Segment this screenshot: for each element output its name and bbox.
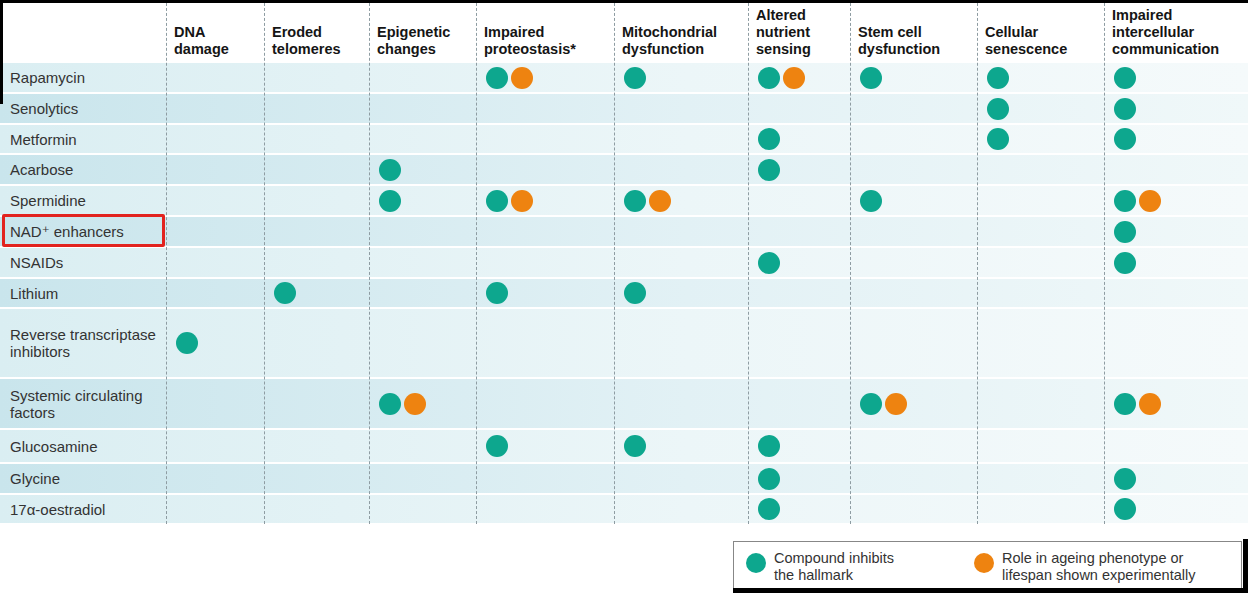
- hallmark-inhibition-dot: [1114, 221, 1136, 243]
- experimental-evidence-dot: [511, 67, 533, 89]
- hallmark-inhibition-dot: [1114, 498, 1136, 520]
- column-header-impaired-intercellular-communication: Impaired intercellular communication: [1112, 7, 1219, 58]
- hallmark-inhibition-dot: [624, 67, 646, 89]
- table-row-acarbose: Acarbose: [0, 155, 1248, 184]
- table-row-senolytics: Senolytics: [0, 94, 1248, 123]
- column-header-mitochondrial-dysfunction: Mitochondrial dysfunction: [622, 24, 717, 58]
- experimental-evidence-dot: [649, 190, 671, 212]
- hallmark-inhibition-dot: [1114, 128, 1136, 150]
- nad-enhancers-highlight-box: [2, 214, 165, 247]
- hallmark-inhibition-dot: [624, 282, 646, 304]
- row-label-metformin: Metformin: [0, 131, 160, 148]
- hallmark-inhibition-dot: [758, 468, 780, 490]
- experimental-evidence-dot: [404, 393, 426, 415]
- hallmark-inhibition-dot: [860, 393, 882, 415]
- row-label-rapamycin: Rapamycin: [0, 69, 160, 86]
- column-separator-stem-cell-dysfunction: [850, 3, 851, 524]
- experimental-evidence-dot: [783, 67, 805, 89]
- row-label-reverse-transcriptase-inhibitors: Reverse transcriptase inhibitors: [0, 326, 160, 360]
- column-separator-epigenetic-changes: [369, 3, 370, 524]
- hallmark-inhibition-dot: [379, 393, 401, 415]
- row-label-lithium: Lithium: [0, 285, 160, 302]
- hallmark-inhibition-dot: [624, 435, 646, 457]
- experimental-evidence-dot: [885, 393, 907, 415]
- hallmark-inhibition-dot: [758, 67, 780, 89]
- figure-border-right: [1243, 539, 1248, 593]
- table-row-reverse-transcriptase-inhibitors: Reverse transcriptase inhibitors: [0, 309, 1248, 377]
- legend: Compound inhibits the hallmark Role in a…: [733, 541, 1242, 592]
- table-row-lithium: Lithium: [0, 279, 1248, 307]
- experimental-evidence-dot: [511, 190, 533, 212]
- legend-label-inhibits: Compound inhibits the hallmark: [774, 550, 894, 584]
- column-header-eroded-telomeres: Eroded telomeres: [272, 24, 341, 58]
- teal-dot-icon: [746, 553, 766, 573]
- hallmark-inhibition-dot: [758, 498, 780, 520]
- hallmark-inhibition-dot: [987, 67, 1009, 89]
- table-row-rapamycin: Rapamycin: [0, 63, 1248, 92]
- hallmark-inhibition-dot: [624, 190, 646, 212]
- column-separator-altered-nutrient-sensing: [748, 3, 749, 524]
- column-separator-dna-damage: [166, 3, 167, 524]
- row-label-17-oestradiol: 17α-oestradiol: [0, 501, 160, 518]
- hallmarks-compounds-matrix-figure: DNA damage Eroded telomeres Epigenetic cha…: [0, 0, 1248, 593]
- column-header-altered-nutrient-sensing: Altered nutrient sensing: [756, 7, 811, 58]
- column-separator-mitochondrial-dysfunction: [614, 3, 615, 524]
- row-label-glycine: Glycine: [0, 470, 160, 487]
- table-row-nad-enhancers: NAD⁺ enhancers: [0, 217, 1248, 246]
- experimental-evidence-dot: [1139, 393, 1161, 415]
- hallmark-inhibition-dot: [758, 252, 780, 274]
- hallmark-inhibition-dot: [486, 282, 508, 304]
- hallmark-inhibition-dot: [860, 190, 882, 212]
- row-label-nsaids: NSAIDs: [0, 254, 160, 271]
- hallmark-inhibition-dot: [1114, 252, 1136, 274]
- column-header-dna-damage: DNA damage: [174, 24, 229, 58]
- hallmark-inhibition-dot: [1114, 190, 1136, 212]
- hallmark-inhibition-dot: [486, 67, 508, 89]
- column-header-impaired-proteostasis: Impaired proteostasis*: [484, 24, 576, 58]
- figure-border-left: [0, 0, 3, 104]
- hallmark-inhibition-dot: [1114, 393, 1136, 415]
- orange-dot-icon: [974, 553, 994, 573]
- hallmark-inhibition-dot: [987, 98, 1009, 120]
- hallmark-inhibition-dot: [486, 435, 508, 457]
- table-row-nsaids: NSAIDs: [0, 248, 1248, 277]
- row-label-glucosamine: Glucosamine: [0, 438, 160, 455]
- hallmark-inhibition-dot: [1114, 468, 1136, 490]
- hallmark-inhibition-dot: [379, 159, 401, 181]
- hallmark-inhibition-dot: [860, 67, 882, 89]
- table-row-metformin: Metformin: [0, 125, 1248, 153]
- hallmark-inhibition-dot: [486, 190, 508, 212]
- table-row-glucosamine: Glucosamine: [0, 430, 1248, 462]
- column-header-cellular-senescence: Cellular senescence: [985, 24, 1067, 58]
- hallmark-inhibition-dot: [379, 190, 401, 212]
- hallmark-inhibition-dot: [176, 332, 198, 354]
- hallmark-inhibition-dot: [758, 159, 780, 181]
- hallmark-inhibition-dot: [758, 435, 780, 457]
- column-separator-impaired-intercellular-communication: [1104, 3, 1105, 524]
- legend-item-inhibits: Compound inhibits the hallmark: [746, 550, 894, 584]
- hallmark-inhibition-dot: [274, 282, 296, 304]
- table-row-glycine: Glycine: [0, 464, 1248, 493]
- row-label-acarbose: Acarbose: [0, 161, 160, 178]
- table-row-spermidine: Spermidine: [0, 186, 1248, 215]
- hallmark-inhibition-dot: [1114, 67, 1136, 89]
- experimental-evidence-dot: [1139, 190, 1161, 212]
- row-label-spermidine: Spermidine: [0, 192, 160, 209]
- legend-item-experimental: Role in ageing phenotype or lifespan sho…: [974, 550, 1195, 584]
- row-label-systemic-circulating-factors: Systemic circulating factors: [0, 387, 160, 421]
- column-separator-impaired-proteostasis: [476, 3, 477, 524]
- column-separator-cellular-senescence: [977, 3, 978, 524]
- table-row-systemic-circulating-factors: Systemic circulating factors: [0, 379, 1248, 428]
- hallmark-inhibition-dot: [758, 128, 780, 150]
- column-separator-eroded-telomeres: [264, 3, 265, 524]
- legend-label-experimental: Role in ageing phenotype or lifespan sho…: [1002, 550, 1195, 584]
- hallmark-inhibition-dot: [987, 128, 1009, 150]
- row-label-senolytics: Senolytics: [0, 100, 160, 117]
- figure-border-bottom: [733, 588, 1248, 593]
- column-header-stem-cell-dysfunction: Stem cell dysfunction: [858, 24, 940, 58]
- column-header-epigenetic-changes: Epigenetic changes: [377, 24, 450, 58]
- table-row-17-oestradiol: 17α-oestradiol: [0, 495, 1248, 523]
- hallmark-inhibition-dot: [1114, 98, 1136, 120]
- figure-border-top: [0, 0, 1248, 3]
